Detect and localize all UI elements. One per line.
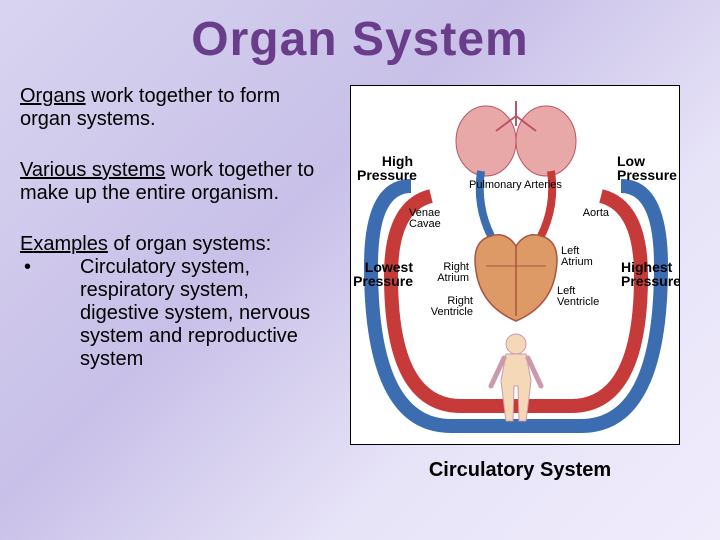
label-highest-pressure: Highest Pressure	[621, 260, 677, 288]
para1-underline: Organs	[20, 85, 86, 107]
label-high-pressure: High Pressure	[357, 154, 413, 182]
bullet-marker: •	[20, 256, 80, 371]
label-aorta: Aorta	[583, 208, 609, 219]
bullet-text: Circulatory system, respiratory system, …	[80, 256, 330, 371]
label-right-atrium: Right Atrium	[429, 262, 469, 284]
circulatory-diagram: High Pressure Low Pressure Lowest Pressu…	[350, 85, 680, 445]
para2-underline: Various systems	[20, 159, 165, 181]
left-lung	[456, 106, 516, 176]
content-row: Organs work together to form organ syste…	[0, 85, 720, 482]
label-pulmonary-arteries: Pulmonary Arteries	[469, 180, 562, 191]
diagram-caption: Circulatory System	[340, 459, 700, 482]
page-title: Organ System	[0, 0, 720, 85]
paragraph-1: Organs work together to form organ syste…	[20, 85, 330, 131]
examples-heading: Examples of organ systems:	[20, 233, 330, 256]
label-left-ventricle: Left Ventricle	[557, 286, 601, 308]
examples-underline: Examples	[20, 233, 108, 255]
examples-rest: of organ systems:	[108, 233, 271, 255]
text-column: Organs work together to form organ syste…	[20, 85, 340, 482]
right-lung	[516, 106, 576, 176]
label-left-atrium: Left Atrium	[561, 246, 601, 268]
paragraph-2: Various systems work together to make up…	[20, 159, 330, 205]
label-venae-cavae: Venae Cavae	[409, 208, 451, 230]
label-right-ventricle: Right Ventricle	[429, 296, 473, 318]
label-lowest-pressure: Lowest Pressure	[353, 260, 413, 288]
diagram-column: High Pressure Low Pressure Lowest Pressu…	[340, 85, 700, 482]
bullet-row: • Circulatory system, respiratory system…	[20, 256, 330, 371]
label-low-pressure: Low Pressure	[617, 154, 673, 182]
heart	[475, 235, 557, 321]
